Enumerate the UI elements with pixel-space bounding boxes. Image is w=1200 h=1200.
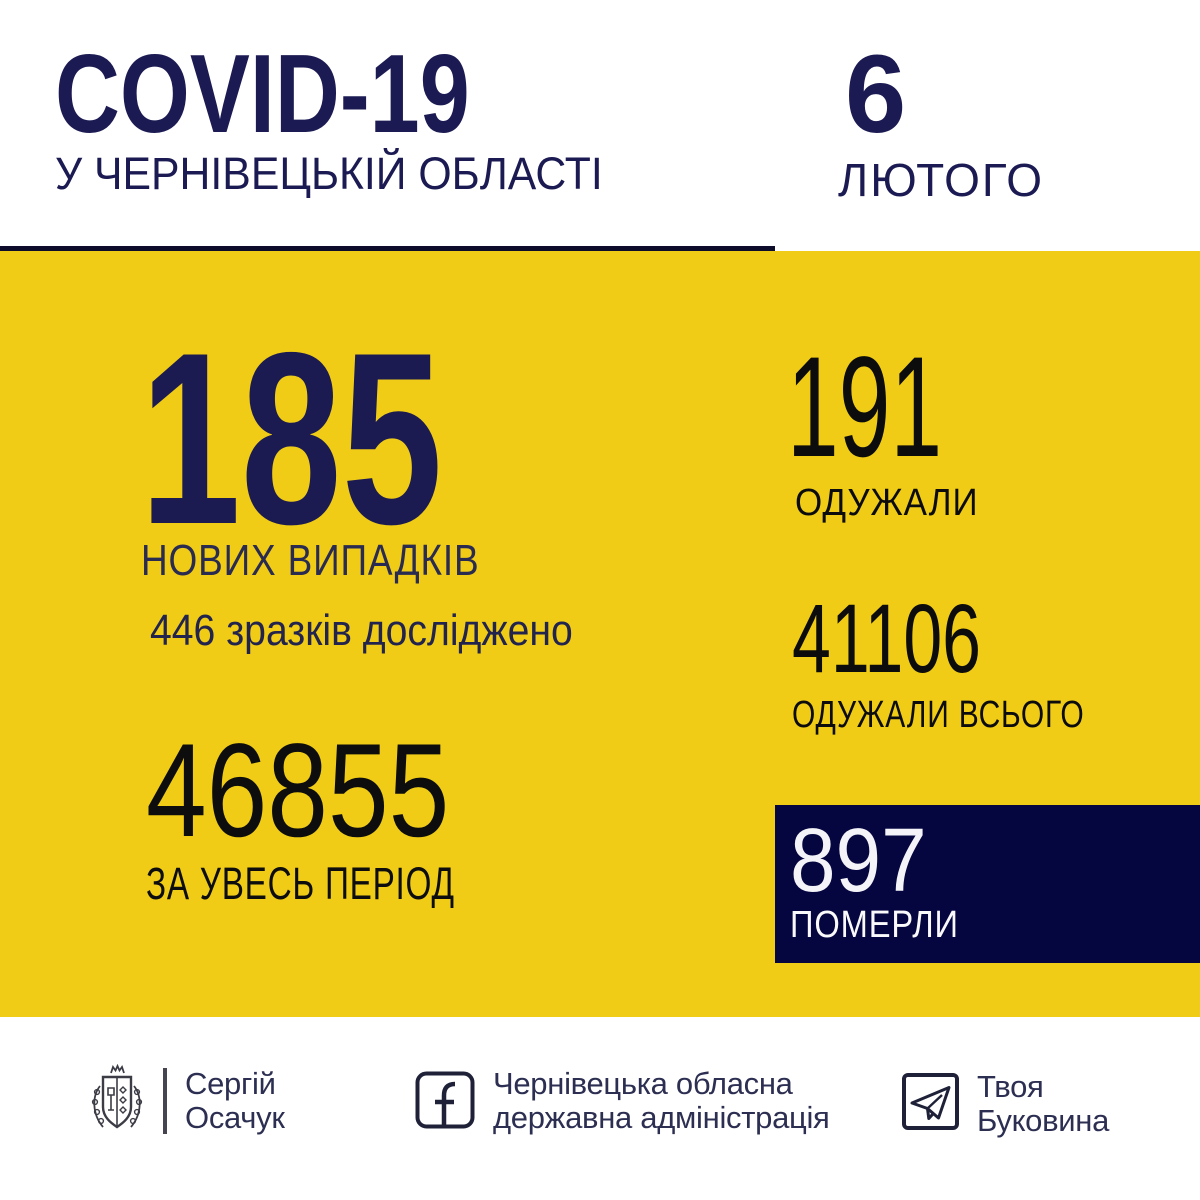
facebook-label-line2: державна адміністрація <box>493 1100 830 1135</box>
recovered-total-label: ОДУЖАЛИ ВСЬОГО <box>792 694 1085 736</box>
governor-name: Сергій Осачук <box>185 1067 285 1135</box>
new-cases-value: 185 <box>140 301 443 575</box>
deaths-value: 897 <box>790 811 927 911</box>
coat-of-arms-icon <box>91 1064 143 1129</box>
facebook-label-line1: Чернівецька обласна <box>493 1066 793 1101</box>
total-cases-value: 46855 <box>146 717 450 865</box>
governor-last-name: Осачук <box>185 1100 285 1135</box>
facebook-account-label: Чернівецька обласна державна адміністрац… <box>493 1067 830 1135</box>
recovered-total-value: 41106 <box>792 584 982 693</box>
deaths-label: ПОМЕРЛИ <box>790 904 959 946</box>
recovered-today-value: 191 <box>787 328 943 487</box>
samples-tested-label: 446 зразків досліджено <box>150 606 573 655</box>
facebook-icon <box>415 1071 475 1129</box>
date-day: 6 <box>845 33 907 156</box>
telegram-icon <box>902 1073 959 1130</box>
telegram-label-line1: Твоя <box>977 1069 1044 1104</box>
telegram-label-line2: Буковина <box>977 1103 1110 1138</box>
date-month: ЛЮТОГО <box>838 154 1044 206</box>
recovered-today-label: ОДУЖАЛИ <box>795 482 979 524</box>
governor-first-name: Сергій <box>185 1066 276 1101</box>
telegram-channel-label: Твоя Буковина <box>977 1070 1109 1138</box>
page-subtitle: У ЧЕРНІВЕЦЬКІЙ ОБЛАСТІ <box>55 148 603 199</box>
page-title: COVID-19 <box>55 32 470 156</box>
deaths-panel: 897 ПОМЕРЛИ <box>775 805 1200 963</box>
footer-divider <box>163 1068 167 1134</box>
total-cases-label: ЗА УВЕСЬ ПЕРІОД <box>146 858 455 909</box>
new-cases-label: НОВИХ ВИПАДКІВ <box>141 536 480 585</box>
header-divider-line <box>0 246 775 251</box>
